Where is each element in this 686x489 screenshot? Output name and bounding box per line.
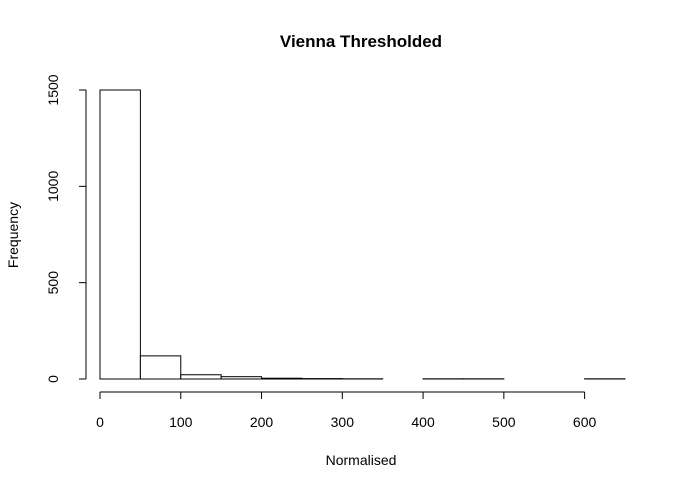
chart-title: Vienna Thresholded — [280, 32, 442, 51]
histogram-bar — [261, 377, 303, 380]
y-axis: 0 500 1000 1500 — [45, 74, 87, 383]
x-tick-label: 600 — [573, 414, 597, 430]
x-tick-label: 0 — [96, 414, 104, 430]
histogram-bar — [139, 355, 182, 380]
y-tick-label: 0 — [45, 375, 61, 383]
histogram-bar — [180, 374, 222, 380]
x-axis-label: Normalised — [326, 452, 397, 468]
y-tick-label: 1000 — [45, 171, 61, 202]
x-tick-label: 300 — [331, 414, 355, 430]
y-tick-label: 500 — [45, 271, 61, 295]
x-tick-label: 500 — [492, 414, 516, 430]
histogram-bar — [220, 376, 263, 380]
x-tick-label: 100 — [169, 414, 193, 430]
histogram-bar — [99, 89, 141, 380]
x-tick-label: 200 — [250, 414, 274, 430]
x-axis: 0 100 200 300 400 500 600 — [96, 391, 597, 430]
bars-group — [99, 89, 626, 380]
x-tick-label: 400 — [411, 414, 435, 430]
y-tick-label: 1500 — [45, 74, 61, 105]
y-axis-label: Frequency — [5, 202, 21, 268]
